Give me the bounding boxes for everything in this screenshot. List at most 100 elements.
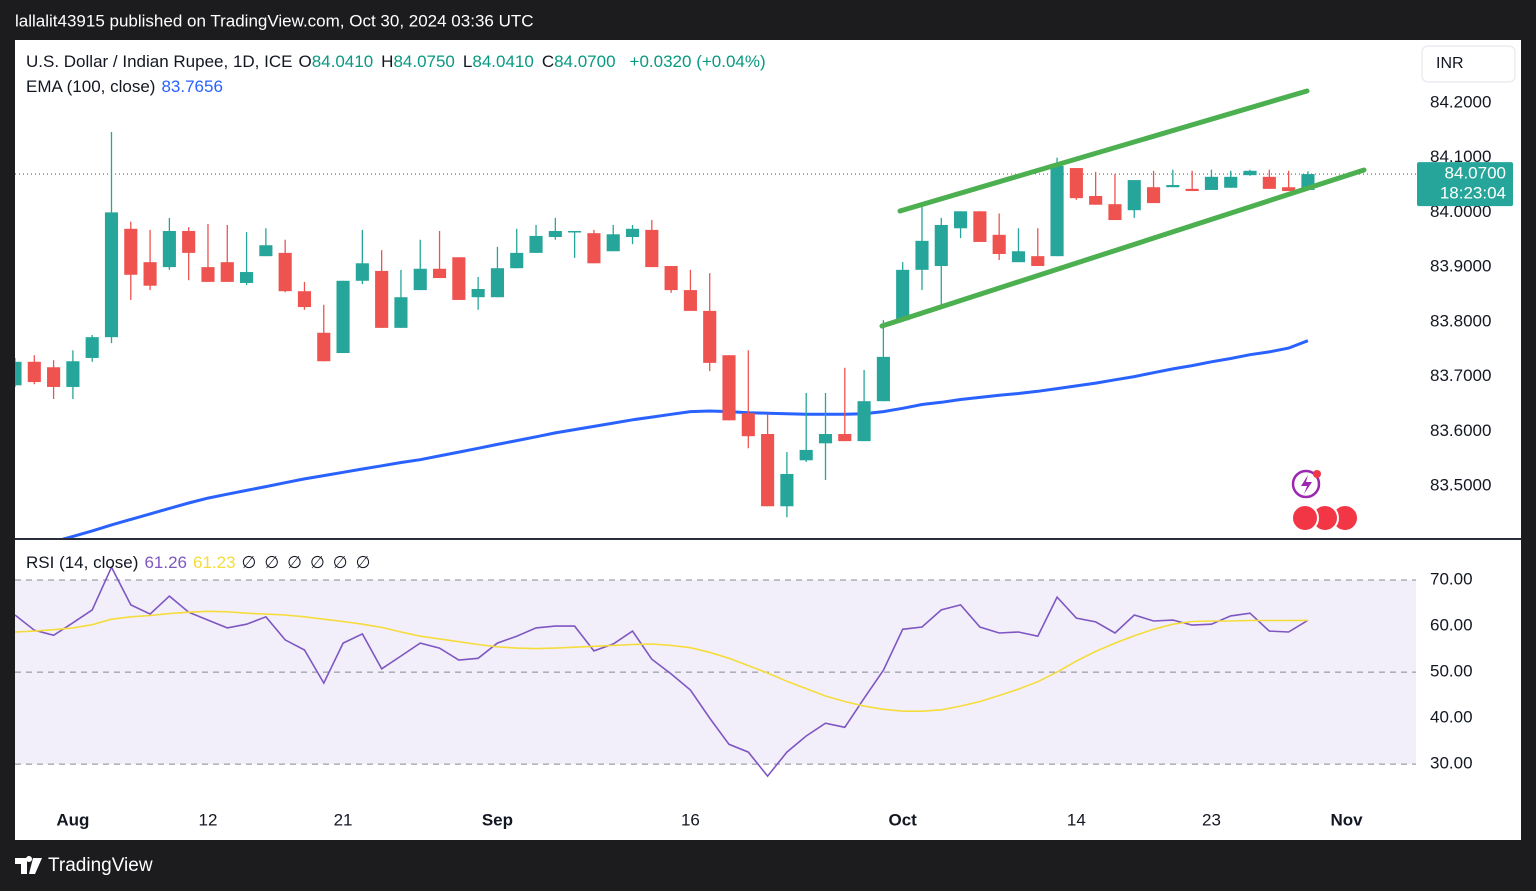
ohlc-value: 84.0700 — [554, 52, 616, 71]
brand-logo — [15, 856, 42, 874]
candle-body — [606, 234, 620, 252]
candle-body — [992, 234, 1006, 254]
price-legend: U.S. Dollar / Indian Rupee, 1D, ICE O 84.0… — [26, 52, 772, 72]
candle-body — [471, 289, 485, 298]
symbol-title: U.S. Dollar / Indian Rupee, 1D, ICE — [26, 52, 293, 71]
candle-body — [452, 257, 466, 300]
candle-body — [432, 268, 447, 279]
candle-body — [1031, 256, 1045, 267]
candle-body — [915, 240, 929, 270]
countdown: 18:23:04 — [1440, 184, 1506, 203]
channel-drawing — [879, 88, 1367, 329]
y-tick-label: 84.1000 — [1430, 147, 1491, 166]
price-tag-label: 84.0700 — [1445, 164, 1506, 183]
ema-name: EMA (100, close) — [26, 77, 156, 96]
candle-body — [548, 230, 562, 238]
channel-upper — [897, 88, 1310, 214]
candle-body — [1185, 188, 1199, 192]
placeholder: ∅ — [355, 553, 371, 572]
candle-body — [278, 252, 292, 292]
candle-body — [645, 229, 659, 268]
candle-body — [703, 310, 717, 363]
ohlc-label: C — [541, 52, 555, 71]
rsi-line — [15, 610, 1308, 712]
currency-box[interactable] — [1421, 45, 1516, 83]
price-tag — [1417, 162, 1513, 207]
candle-body — [1262, 176, 1276, 189]
candle-body — [413, 268, 427, 291]
ema-line — [61, 339, 1309, 538]
candle-body — [201, 267, 215, 282]
y-tick-label: 83.8000 — [1430, 311, 1491, 330]
currency-label[interactable]: INR — [1436, 55, 1464, 72]
candle-body — [799, 449, 813, 461]
candle-body — [27, 361, 41, 383]
candle-body — [780, 473, 794, 507]
candle-body — [741, 413, 755, 437]
candle-body — [85, 337, 99, 358]
candle-body — [143, 262, 157, 286]
candle-body — [876, 356, 890, 402]
x-tick-label: 23 — [1202, 810, 1221, 829]
currency-button[interactable]: INR — [1421, 45, 1516, 83]
publisher: lallalit43915 published on TradingView.c… — [15, 11, 534, 30]
rsi-value: 61.26 — [144, 553, 187, 572]
candle-body — [297, 291, 312, 308]
candle-body — [47, 367, 61, 387]
rsi-title: RSI (14, close) — [26, 553, 139, 572]
candle-body — [490, 268, 504, 298]
brand-name: TradingView — [48, 855, 153, 876]
y-tick-label: 84.0000 — [1430, 202, 1491, 221]
candle-body — [66, 361, 80, 387]
candle-body — [375, 270, 389, 328]
placeholder: ∅ — [287, 553, 302, 572]
y-tick-label: 83.5000 — [1430, 475, 1491, 494]
candle-body — [1127, 180, 1141, 211]
candle-body — [857, 401, 871, 442]
x-tick-label: 12 — [199, 810, 218, 829]
axes: 83.5000 83.6000 83.7000 83.8000 83.9000 84.00… — [56, 92, 1513, 829]
rsi-tick-label: 70.00 — [1430, 570, 1473, 589]
candle-body — [568, 230, 582, 233]
ohlc-value: 84.0750 — [393, 52, 455, 71]
candle-body — [664, 266, 678, 291]
ohlc-value: 84.0410 — [472, 52, 534, 71]
candle-body — [355, 263, 369, 281]
candle-body — [1224, 176, 1238, 188]
rsi-tick-label: 30.00 — [1430, 754, 1473, 773]
event-flag[interactable] — [1291, 504, 1319, 532]
candle-body — [683, 290, 697, 311]
y-tick-label: 83.7000 — [1430, 366, 1491, 385]
ohlc-label: L — [462, 52, 473, 71]
alert-dot — [1313, 470, 1321, 478]
candle-body — [182, 230, 196, 253]
change: +0.0320 (+0.04%) — [629, 52, 766, 71]
candle-body — [317, 332, 331, 362]
brand: TradingView — [15, 855, 153, 876]
y-tick-label: 84.2000 — [1430, 92, 1491, 111]
candle-body — [336, 280, 350, 354]
candle-body — [1108, 204, 1122, 221]
rsi-line — [15, 565, 1309, 778]
candle-body — [240, 272, 254, 283]
ema-legend: EMA (100, close) 83.7656 — [26, 77, 229, 97]
candle-body — [625, 228, 640, 238]
candle-body — [934, 224, 948, 267]
placeholder: ∅ — [332, 553, 348, 572]
candle-body — [1146, 187, 1161, 204]
x-tick-label: 14 — [1067, 810, 1086, 829]
candle-body — [162, 230, 176, 268]
candle-body — [1011, 251, 1026, 263]
candle-body — [124, 228, 138, 275]
candle-body — [220, 262, 234, 282]
candle-body — [954, 211, 968, 229]
candle-body — [722, 355, 736, 421]
candle-body — [973, 211, 987, 242]
candle-body — [1204, 176, 1219, 190]
candle-body — [1089, 195, 1103, 205]
ohlc-label: O — [298, 52, 312, 71]
x-tick-label: Oct — [889, 810, 918, 829]
placeholders: ∅ ∅ ∅ ∅ ∅ ∅ — [242, 553, 379, 572]
